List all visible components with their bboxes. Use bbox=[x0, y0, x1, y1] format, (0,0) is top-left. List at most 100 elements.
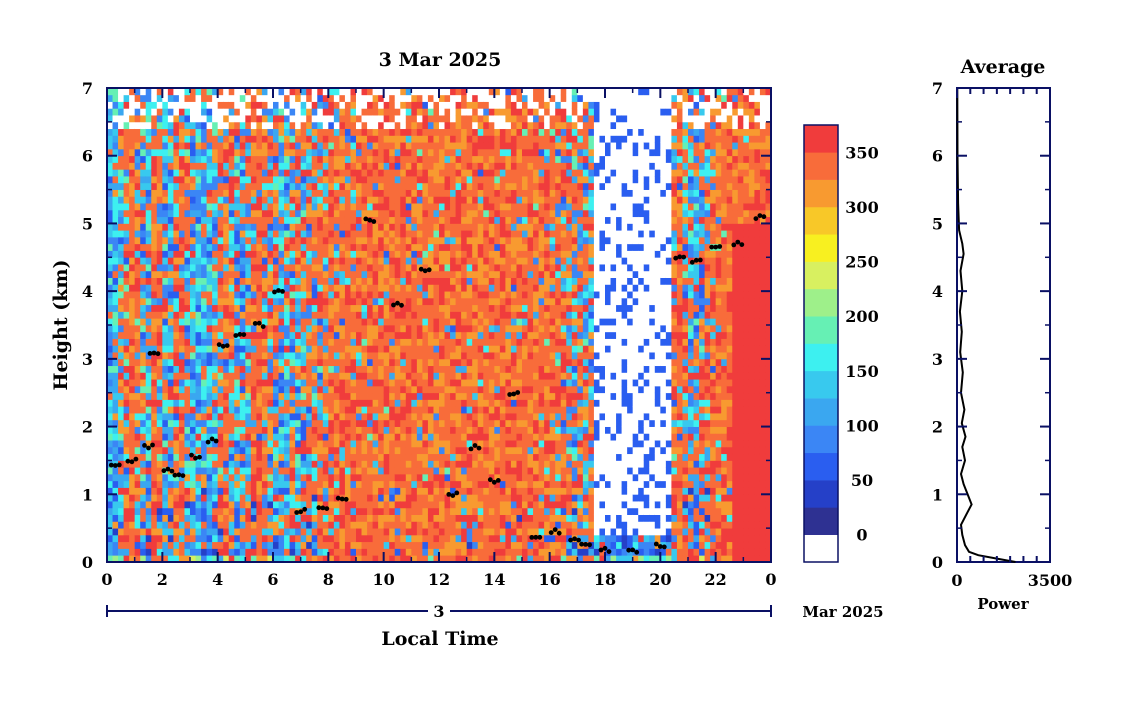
heatmap-cell bbox=[284, 223, 290, 231]
heatmap-cell bbox=[167, 365, 174, 373]
heatmap-cell bbox=[372, 399, 379, 407]
heatmap-cell bbox=[123, 331, 130, 339]
heatmap-cell bbox=[427, 345, 434, 353]
heatmap-cell bbox=[494, 352, 501, 360]
heatmap-cell bbox=[394, 521, 401, 529]
heatmap-cell bbox=[311, 446, 318, 455]
heatmap-cell bbox=[156, 426, 163, 434]
heatmap-cell bbox=[123, 128, 130, 136]
heatmap-cell bbox=[350, 243, 357, 251]
heatmap-cell bbox=[433, 440, 440, 448]
heatmap-cell bbox=[162, 223, 169, 231]
heatmap-cell bbox=[494, 487, 501, 495]
heatmap-cell bbox=[162, 446, 169, 455]
heatmap-cell bbox=[328, 480, 335, 488]
heatmap-cell bbox=[383, 216, 390, 224]
heatmap-cell bbox=[206, 243, 213, 251]
heatmap-cell bbox=[383, 379, 390, 387]
heatmap-cell bbox=[289, 304, 296, 312]
heatmap-cell bbox=[405, 196, 412, 204]
heatmap-cell bbox=[261, 128, 268, 136]
heatmap-cell bbox=[394, 176, 401, 184]
heatmap-cell bbox=[306, 440, 313, 448]
heatmap-cell bbox=[383, 176, 390, 184]
heatmap-cell bbox=[201, 291, 207, 299]
heatmap-cell bbox=[455, 413, 462, 421]
heatmap-cell bbox=[372, 297, 379, 306]
heatmap-cell bbox=[444, 216, 451, 224]
heatmap-cell bbox=[483, 372, 490, 380]
heatmap-cell bbox=[383, 331, 390, 339]
heatmap-cell bbox=[433, 473, 440, 482]
heatmap-cell bbox=[306, 148, 313, 157]
heatmap-cell bbox=[250, 385, 257, 394]
heatmap-cell bbox=[234, 413, 241, 421]
heatmap-cell bbox=[245, 413, 252, 421]
heatmap-cell bbox=[400, 426, 407, 434]
heatmap-cell bbox=[433, 480, 440, 488]
heatmap-cell bbox=[378, 311, 385, 319]
heatmap-cell bbox=[400, 297, 407, 306]
heatmap-cell bbox=[344, 270, 351, 278]
heatmap-cell bbox=[228, 270, 235, 278]
heatmap-cell bbox=[367, 514, 373, 522]
heatmap-cell bbox=[184, 372, 191, 380]
heatmap-cell bbox=[466, 385, 473, 394]
heatmap-cell bbox=[167, 548, 174, 556]
heatmap-cell bbox=[472, 250, 479, 258]
heatmap-cell bbox=[118, 392, 124, 400]
heatmap-cell bbox=[123, 453, 130, 461]
heatmap-cell bbox=[422, 236, 429, 245]
heatmap-cell bbox=[378, 94, 385, 102]
heatmap-cell bbox=[333, 399, 340, 407]
heatmap-cell bbox=[466, 487, 473, 495]
heatmap-cell bbox=[333, 257, 340, 265]
heatmap-cell bbox=[472, 433, 479, 441]
heatmap-cell bbox=[300, 419, 307, 427]
heatmap-cell bbox=[134, 128, 141, 136]
heatmap-cell bbox=[433, 94, 440, 102]
heatmap-cell bbox=[278, 176, 285, 184]
heatmap-cell bbox=[140, 291, 147, 299]
heatmap-cell bbox=[201, 528, 207, 536]
heatmap-cell bbox=[239, 250, 246, 258]
heatmap-cell bbox=[167, 358, 174, 367]
heatmap-cell bbox=[389, 223, 396, 231]
heatmap-cell bbox=[483, 277, 490, 285]
heatmap-cell bbox=[350, 399, 357, 407]
heatmap-cell bbox=[273, 230, 279, 238]
heatmap-cell bbox=[339, 230, 346, 238]
heatmap-cell bbox=[140, 155, 147, 163]
heatmap-cell bbox=[118, 270, 124, 278]
heatmap-cell bbox=[422, 209, 429, 218]
heatmap-cell bbox=[278, 257, 285, 265]
heatmap-cell bbox=[455, 94, 462, 102]
heatmap-cell bbox=[145, 419, 152, 427]
heatmap-cell bbox=[378, 196, 385, 204]
heatmap-cell bbox=[112, 223, 119, 231]
heatmap-cell bbox=[228, 291, 235, 299]
heatmap-cell bbox=[422, 203, 429, 211]
heatmap-cell bbox=[328, 521, 335, 529]
heatmap-cell bbox=[483, 108, 490, 116]
heatmap-cell bbox=[422, 223, 429, 231]
heatmap-cell bbox=[195, 379, 202, 387]
heatmap-cell bbox=[223, 345, 230, 353]
heatmap-cell bbox=[256, 413, 263, 421]
heatmap-cell bbox=[145, 392, 152, 400]
heatmap-cell bbox=[195, 311, 202, 319]
heatmap-cell bbox=[151, 196, 158, 204]
heatmap-cell bbox=[450, 250, 456, 258]
heatmap-cell bbox=[217, 460, 224, 468]
heatmap-cell bbox=[223, 155, 230, 163]
heatmap-cell bbox=[450, 528, 456, 536]
heatmap-cell bbox=[234, 216, 241, 224]
heatmap-cell bbox=[461, 419, 468, 427]
heatmap-cell bbox=[455, 182, 462, 190]
heatmap-cell bbox=[112, 426, 119, 434]
heatmap-cell bbox=[123, 358, 130, 367]
heatmap-cell bbox=[151, 555, 158, 562]
heatmap-cell bbox=[394, 142, 401, 150]
heatmap-cell bbox=[306, 379, 313, 387]
heatmap-cell bbox=[328, 216, 335, 224]
